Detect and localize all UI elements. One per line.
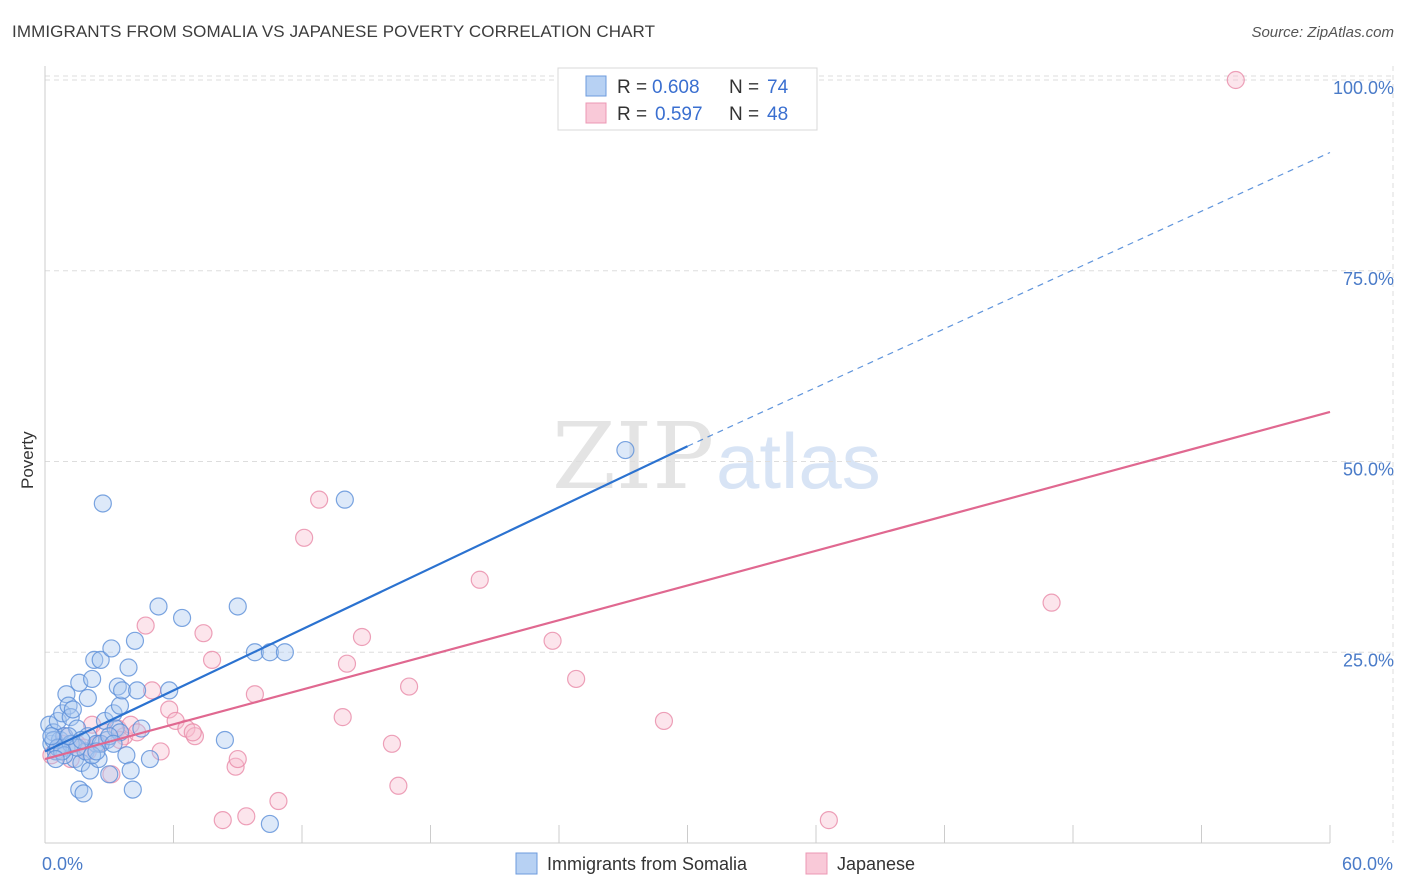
somalia-point-6	[53, 704, 72, 723]
trend-lines	[44, 151, 1331, 761]
legend-swatch-somalia	[585, 75, 607, 97]
legend-swatch-japanese	[585, 102, 607, 124]
japanese-point-14	[136, 616, 155, 635]
japanese-point-22	[202, 650, 222, 669]
somalia-point-25	[85, 650, 104, 669]
chart-title: IMMIGRANTS FROM SOMALIA VS JAPANESE POVE…	[12, 22, 656, 41]
japanese-point-38	[543, 631, 562, 650]
somalia-point-44	[125, 631, 145, 650]
bottom-legend-label-japanese: Japanese	[837, 854, 915, 874]
y-tick-label-2: 75.0%	[1343, 269, 1394, 289]
japanese-point-30	[310, 490, 329, 509]
chart-source: Source: ZipAtlas.com	[1251, 24, 1394, 41]
legend-r-label-1: R =	[617, 104, 647, 125]
legend-r-value-1: 0.597	[655, 104, 703, 125]
legend-r-label-0: R =	[617, 77, 647, 98]
watermark-atlas: atlas	[716, 417, 881, 505]
legend-n-value-1: 48	[767, 104, 788, 125]
somalia-point-70	[46, 749, 65, 769]
x-tick-label-0: 0.0%	[42, 854, 83, 874]
legend-r-value-0: 0.608	[652, 77, 700, 98]
somalia-point-32	[100, 765, 119, 784]
somalia-point-29	[93, 494, 112, 513]
somalia-point-8	[57, 685, 76, 704]
japanese-trend-line	[44, 410, 1331, 761]
somalia-trend-extension	[687, 151, 1331, 447]
watermark-zip: ZIP	[552, 403, 714, 510]
japanese-point-26	[237, 807, 256, 826]
somalia-point-21	[78, 688, 97, 708]
somalia-point-37	[110, 696, 130, 715]
somalia-point-45	[127, 681, 147, 700]
japanese-points	[42, 70, 1245, 830]
japanese-point-33	[352, 627, 372, 647]
bottom-legend: Immigrants from Somalia Japanese	[515, 852, 915, 875]
somalia-point-66	[42, 727, 61, 746]
japanese-point-34	[382, 734, 402, 753]
legend-n-value-0: 74	[767, 77, 789, 98]
x-tick-label-1: 60.0%	[1342, 854, 1393, 874]
japanese-point-25	[228, 749, 247, 769]
somalia-point-57	[335, 490, 354, 509]
japanese-point-32	[337, 654, 357, 673]
japanese-point-35	[389, 776, 408, 795]
japanese-point-21	[194, 624, 213, 643]
somalia-point-48	[149, 597, 168, 616]
somalia-point-52	[228, 597, 247, 616]
somalia-point-56	[275, 643, 294, 662]
bottom-legend-label-somalia: Immigrants from Somalia	[547, 854, 748, 874]
japanese-point-17	[160, 700, 179, 719]
legend-n-label-1: N =	[729, 104, 759, 125]
y-tick-label-1: 50.0%	[1343, 460, 1394, 480]
legend: R = 0.608 N = 74 R = 0.597 N = 48	[557, 67, 818, 131]
japanese-point-23	[213, 811, 232, 830]
japanese-point-39	[567, 669, 586, 689]
somalia-point-13	[63, 700, 82, 719]
legend-n-label-0: N =	[729, 77, 759, 98]
japanese-point-28	[269, 791, 288, 811]
bottom-legend-swatch-japanese	[805, 852, 828, 875]
japanese-point-43	[1226, 70, 1245, 90]
watermark: ZIP atlas	[552, 403, 881, 510]
y-tick-label-3: 100.0%	[1333, 78, 1394, 98]
somalia-point-33	[102, 639, 121, 658]
japanese-point-41	[819, 811, 838, 830]
somalia-trend-line	[44, 445, 688, 753]
y-tick-label-0: 25.0%	[1343, 650, 1394, 670]
somalia-point-42	[121, 761, 140, 780]
somalia-point-24	[83, 669, 102, 689]
somalia-point-54	[260, 814, 279, 834]
japanese-point-36	[399, 677, 419, 696]
y-axis-label: Poverty	[18, 431, 37, 489]
japanese-point-37	[470, 570, 489, 589]
japanese-point-40	[654, 711, 674, 731]
somalia-point-41	[119, 658, 138, 677]
somalia-point-43	[123, 780, 142, 799]
somalia-point-19	[74, 784, 93, 803]
japanese-point-42	[1042, 593, 1061, 612]
japanese-point-47	[183, 723, 202, 742]
somalia-point-51	[215, 730, 234, 750]
japanese-point-31	[333, 708, 352, 727]
somalia-point-50	[172, 608, 192, 628]
somalia-point-28	[91, 650, 110, 669]
axes	[44, 66, 1331, 844]
tick-labels: 25.0% 50.0% 75.0% 100.0% 0.0% 60.0%	[42, 78, 1394, 874]
somalia-point-47	[140, 749, 160, 769]
japanese-point-29	[295, 528, 314, 547]
bottom-legend-swatch-somalia	[515, 852, 538, 875]
somalia-point-39	[112, 681, 132, 700]
somalia-point-58	[616, 440, 635, 460]
